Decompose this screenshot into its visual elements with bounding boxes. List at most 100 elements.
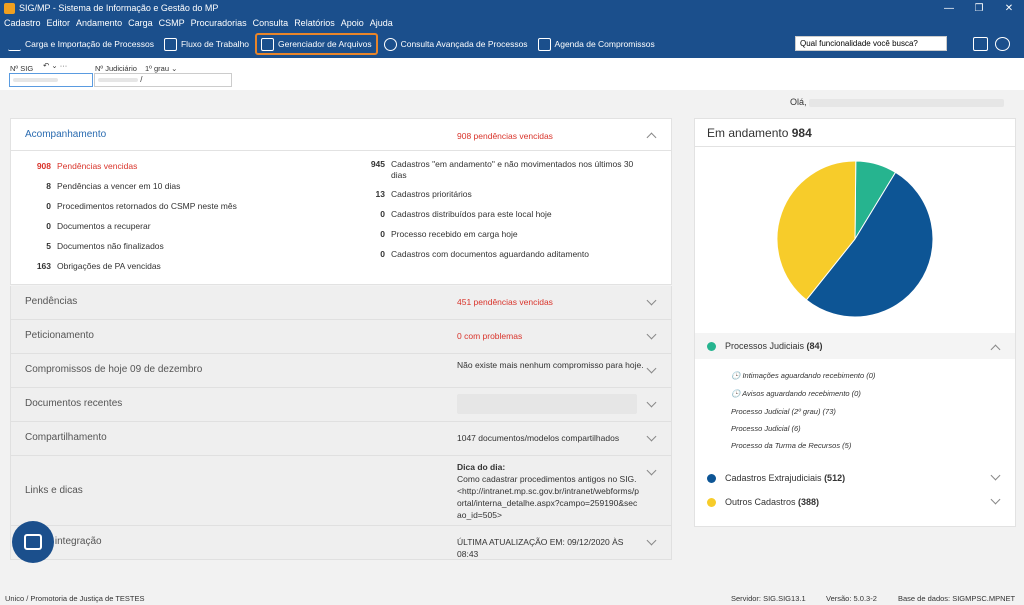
close-icon[interactable]: ✕: [1004, 2, 1014, 14]
sub-item[interactable]: Processo Judicial (6): [731, 424, 801, 433]
pie-slice-cadastros-extrajudiciais[interactable]: [805, 171, 934, 318]
legend-dot: [707, 497, 716, 507]
section-compartilhamento[interactable]: Compartilhamento 1047 documentos/modelos…: [10, 422, 672, 456]
sub-item[interactable]: 🕒 Intimações aguardando recebimento (0): [731, 371, 876, 380]
chat-button[interactable]: [12, 521, 54, 563]
status-database: Base de dados: SIGMPSC.MPNET: [898, 594, 1016, 603]
chevron-down-icon[interactable]: [990, 470, 1001, 481]
status-pie-chart[interactable]: [695, 149, 1015, 339]
section-integracao[interactable]: da integração ÚLTIMA ATUALIZAÇÃO EM: 09/…: [10, 526, 672, 560]
legend-dot: [707, 473, 716, 483]
functionality-search-input[interactable]: Qual funcionalidade você busca?: [795, 36, 947, 51]
title-bar: SIG/MP - Sistema de Informação e Gestão …: [0, 0, 1024, 16]
search-process-icon: [383, 37, 397, 51]
menu-bar: Cadastro Editor Andamento Carga CSMP Pro…: [0, 16, 1024, 30]
stat-item[interactable]: 0 Cadastros com documentos aguardando adi…: [380, 249, 589, 259]
legend-dot: [707, 341, 716, 351]
gerenciador-arquivos-button[interactable]: Gerenciador de Arquivos: [255, 33, 378, 55]
stat-item[interactable]: 908 Pendências vencidas: [36, 161, 138, 171]
chevron-down-icon[interactable]: [646, 397, 657, 408]
acompanhamento-title: Acompanhamento: [25, 129, 107, 140]
workflow-icon: [163, 37, 177, 51]
carga-importacao-button[interactable]: Carga e Importação de Processos: [4, 33, 158, 55]
acompanhamento-badge: 908 pendências vencidas: [457, 131, 553, 141]
menu-apoio[interactable]: Apoio: [340, 18, 364, 28]
home-icon[interactable]: [973, 37, 988, 51]
status-server: Servidor: SIG.SIG13.1: [731, 594, 806, 603]
chevron-up-icon[interactable]: [646, 132, 657, 143]
sub-item[interactable]: Processo Judicial (2º grau) (73): [731, 407, 836, 416]
stat-item[interactable]: 5 Documentos não finalizados: [46, 241, 164, 251]
em-andamento-panel: Em andamento 984 Processos Judiciais (84…: [694, 118, 1016, 527]
chevron-down-icon[interactable]: [646, 363, 657, 374]
chat-icon: [24, 534, 42, 550]
sig-number-input[interactable]: [9, 73, 93, 87]
user-name-redacted: [809, 98, 1005, 107]
section-links-dicas[interactable]: Links e dicas Dica do dia: Como cadastra…: [10, 456, 672, 526]
app-icon: [4, 2, 15, 14]
menu-procuradorias[interactable]: Procuradorias: [190, 18, 247, 28]
stat-item[interactable]: 945 Cadastros "em andamento" e não movime…: [370, 159, 634, 180]
users-icon[interactable]: [995, 37, 1010, 51]
minimize-icon[interactable]: —: [944, 2, 954, 14]
toolbar: Carga e Importação de Processos Fluxo de…: [0, 30, 1024, 58]
filter-bar: Nº SIG ↶ ⌄ ··· Nº Judiciário 1º grau ⌄ /: [0, 58, 1024, 90]
chevron-down-icon[interactable]: [646, 295, 657, 306]
window-title: SIG/MP - Sistema de Informação e Gestão …: [19, 3, 219, 13]
menu-cadastro[interactable]: Cadastro: [4, 18, 41, 28]
sig-label: Nº SIG: [10, 64, 34, 73]
undo-icon[interactable]: ↶ ⌄ ···: [43, 61, 68, 70]
greeting: Olá,: [790, 97, 1005, 107]
consulta-avancada-button[interactable]: Consulta Avançada de Processos: [380, 33, 532, 55]
status-bar: Unico / Promotoria de Justiça de TESTES …: [0, 590, 1024, 605]
chevron-down-icon[interactable]: [990, 494, 1001, 505]
section-documentos-recentes[interactable]: Documentos recentes: [10, 388, 672, 422]
section-pendencias[interactable]: Pendências 451 pendências vencidas: [10, 286, 672, 320]
stat-item[interactable]: 0 Cadastros distribuídos para este local …: [380, 209, 552, 219]
stat-item[interactable]: 0 Documentos a recuperar: [46, 221, 151, 231]
em-andamento-title: Em andamento 984: [695, 119, 1015, 147]
tip-title: Dica do dia:: [457, 462, 506, 472]
stat-item[interactable]: 13 Cadastros prioritários: [375, 189, 472, 199]
recent-docs-redacted: [457, 394, 647, 414]
judicial-number-input[interactable]: /: [94, 73, 232, 87]
acompanhamento-header[interactable]: Acompanhamento 908 pendências vencidas: [10, 118, 672, 151]
calendar-icon: [537, 37, 551, 51]
chevron-down-icon[interactable]: [646, 465, 657, 476]
menu-carga[interactable]: Carga: [128, 18, 153, 28]
stat-item[interactable]: 0 Processo recebido em carga hoje: [380, 229, 518, 239]
menu-consulta[interactable]: Consulta: [252, 18, 289, 28]
sub-item[interactable]: 🕒 Avisos aguardando recebimento (0): [731, 389, 861, 398]
dashboard-accordion: Acompanhamento 908 pendências vencidas 9…: [10, 118, 672, 560]
menu-ajuda[interactable]: Ajuda: [369, 18, 393, 28]
tip-text[interactable]: Como cadastrar procedimentos antigos no …: [457, 474, 639, 520]
stat-item[interactable]: 8 Pendências a vencer em 10 dias: [46, 181, 181, 191]
chevron-down-icon[interactable]: [646, 535, 657, 546]
chevron-down-icon[interactable]: [646, 329, 657, 340]
fluxo-trabalho-button[interactable]: Fluxo de Trabalho: [160, 33, 253, 55]
legend-processos-judiciais[interactable]: Processos Judiciais (84): [695, 333, 1015, 359]
menu-csmp[interactable]: CSMP: [158, 18, 185, 28]
acompanhamento-body: 908 Pendências vencidas 8 Pendências a ven…: [10, 151, 672, 285]
legend-cadastros-extrajudiciais[interactable]: Cadastros Extrajudiciais (512): [695, 465, 1015, 491]
menu-relatorios[interactable]: Relatórios: [294, 18, 335, 28]
download-icon: [8, 38, 21, 51]
status-location: Unico / Promotoria de Justiça de TESTES: [5, 594, 145, 603]
menu-andamento[interactable]: Andamento: [76, 18, 123, 28]
section-peticionamento[interactable]: Peticionamento 0 com problemas: [10, 320, 672, 354]
pie-slice-outros-cadastros[interactable]: [776, 160, 857, 301]
stat-item[interactable]: 0 Procedimentos retornados do CSMP neste …: [46, 201, 237, 211]
chevron-down-icon[interactable]: [646, 431, 657, 442]
maximize-icon[interactable]: ❐: [974, 2, 984, 14]
stat-item[interactable]: 163 Obrigações de PA vencidas: [36, 261, 161, 271]
status-version: Versão: 5.0.3-2: [826, 594, 877, 603]
judicial-label: Nº Judiciário: [95, 64, 137, 73]
degree-select[interactable]: 1º grau ⌄: [145, 64, 178, 73]
file-manager-icon: [261, 37, 275, 51]
menu-editor[interactable]: Editor: [46, 18, 71, 28]
agenda-compromissos-button[interactable]: Agenda de Compromissos: [534, 33, 659, 55]
legend-outros-cadastros[interactable]: Outros Cadastros (388): [695, 489, 1015, 515]
section-compromissos[interactable]: Compromissos de hoje 09 de dezembro Não …: [10, 354, 672, 388]
sub-item[interactable]: Processo da Turma de Recursos (5): [731, 441, 852, 450]
chevron-up-icon[interactable]: [990, 344, 1001, 355]
